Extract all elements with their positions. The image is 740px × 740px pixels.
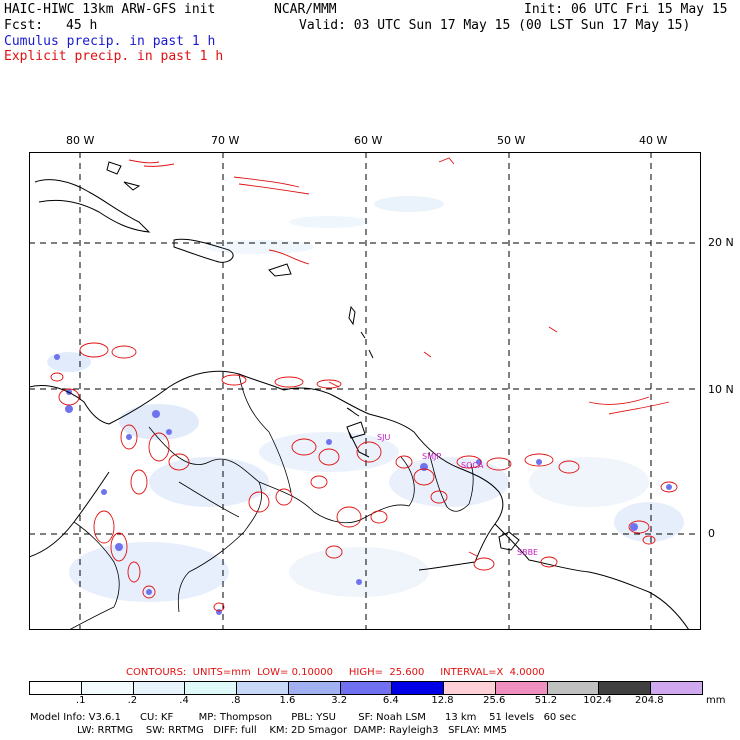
colorbar-segment: [288, 682, 341, 694]
lat-lon-grid: [29, 152, 701, 630]
colorbar-tick-label: 102.4: [583, 695, 612, 706]
colorbar-tick-label: 1.6: [279, 695, 296, 706]
station-label-smjp: SMJP: [422, 452, 441, 461]
colorbar-tick-label: .2: [127, 695, 138, 706]
colorbar-tick-label: .8: [230, 695, 241, 706]
legend-cumulus: Cumulus precip. in past 1 h: [4, 34, 216, 49]
header-init: Init: 06 UTC Fri 15 May 15: [524, 2, 728, 17]
precip-map: SJU SMJP SOCA SBBE: [29, 152, 701, 630]
legend-explicit: Explicit precip. in past 1 h: [4, 49, 224, 64]
colorbar-unit: mm: [706, 695, 726, 706]
lat-label-0: 0: [708, 527, 715, 540]
lat-label-10n: 10 N: [708, 383, 734, 396]
colorbar-tick-label: 12.8: [431, 695, 454, 706]
lat-label-20n: 20 N: [708, 236, 734, 249]
colorbar-segment: [185, 682, 238, 694]
header-title: HAIC-HIWC 13km ARW-GFS init: [4, 2, 216, 17]
station-label-soca: SOCA: [461, 461, 484, 470]
colorbar-tick-label: 6.4: [382, 695, 399, 706]
station-label-sju: SJU: [377, 433, 390, 442]
colorbar-segment: [599, 682, 652, 694]
colorbar-segment: [495, 682, 548, 694]
contour-info: CONTOURS: UNITS=mm LOW= 0.10000 HIGH= 25…: [126, 667, 545, 678]
colorbar-segment: [340, 682, 393, 694]
explicit-precip-contours: [50, 157, 678, 612]
colorbar-segment: [133, 682, 186, 694]
colorbar-segment: [30, 682, 82, 694]
model-info-line2: LW: RRTMG SW: RRTMG DIFF: full KM: 2D Sm…: [77, 725, 507, 736]
colorbar-tick-label: 3.2: [331, 695, 348, 706]
colorbar-segment: [392, 682, 445, 694]
colorbar-segment: [444, 682, 496, 694]
header-fcst-label: Fcst:: [4, 18, 44, 33]
lon-label-80w: 80 W: [66, 134, 95, 147]
colorbar-tick-label: .1: [75, 695, 86, 706]
lon-label-50w: 50 W: [497, 134, 526, 147]
colorbar-tick-label: .4: [179, 695, 189, 706]
colorbar-segment: [547, 682, 600, 694]
lon-label-70w: 70 W: [211, 134, 240, 147]
colorbar-tick-label: 25.6: [483, 695, 506, 706]
model-info-line1: Model Info: V3.6.1 CU: KF MP: Thompson P…: [30, 712, 577, 723]
precip-colorbar: [29, 681, 703, 695]
colorbar-segment: [237, 682, 289, 694]
colorbar-segment: [651, 682, 702, 694]
cumulus-precip-shading: [47, 196, 684, 602]
lon-label-60w: 60 W: [354, 134, 383, 147]
header-valid: Valid: 03 UTC Sun 17 May 15 (00 LST Sun …: [299, 18, 691, 33]
station-label-sbbe: SBBE: [517, 548, 538, 557]
colorbar-tick-label: 204.8: [634, 695, 664, 706]
header-org: NCAR/MMM: [274, 2, 337, 17]
lon-label-40w: 40 W: [639, 134, 668, 147]
header-fcst-value: 45 h: [66, 18, 98, 33]
colorbar-tick-label: 51.2: [534, 695, 558, 706]
colorbar-segment: [81, 682, 134, 694]
